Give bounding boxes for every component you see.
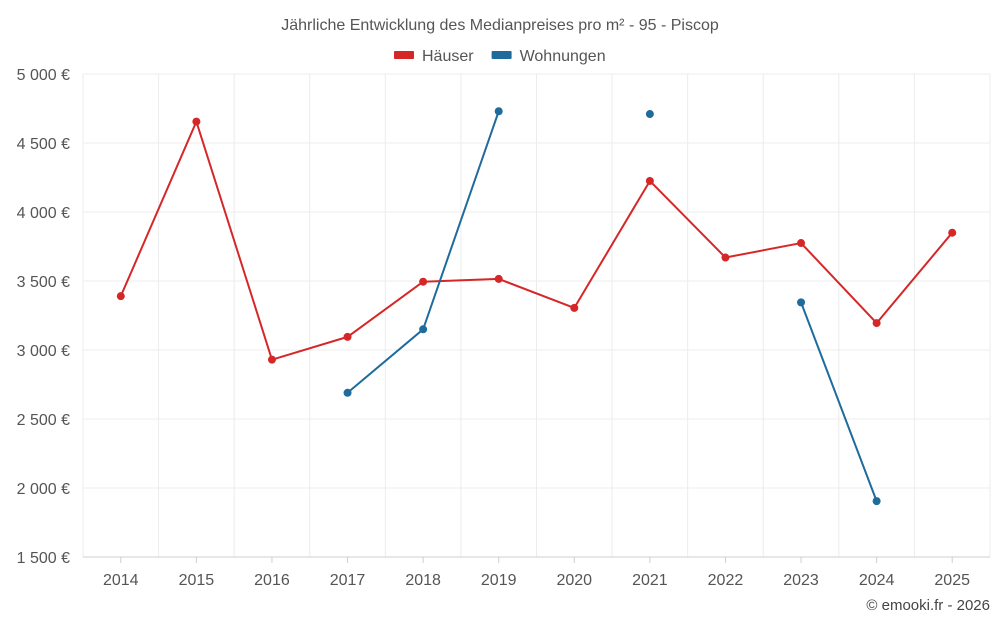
y-tick-label: 2 500 € — [17, 412, 70, 429]
data-point[interactable] — [494, 107, 503, 116]
x-tick-label: 2023 — [783, 572, 819, 589]
legend: Häuser Wohnungen — [394, 48, 606, 65]
data-point[interactable] — [494, 274, 503, 283]
x-tick-label: 2017 — [330, 572, 366, 589]
series-wohnungen — [343, 107, 881, 506]
series-line — [800, 302, 878, 502]
data-point[interactable] — [872, 497, 881, 506]
x-tick-label: 2021 — [632, 572, 668, 589]
credit-text: © emooki.fr - 2026 — [866, 597, 990, 614]
data-point[interactable] — [872, 319, 881, 328]
data-point[interactable] — [721, 253, 730, 262]
y-tick-label: 4 000 € — [17, 205, 70, 222]
series-line — [346, 110, 500, 394]
data-point[interactable] — [192, 117, 201, 126]
legend-item-wohnungen[interactable]: Wohnungen — [491, 48, 606, 65]
x-tick-label: 2018 — [405, 572, 441, 589]
y-tick-label: 2 000 € — [17, 481, 70, 498]
y-axis-ticks: 1 500 € 2 000 € 2 500 € 3 000 € 3 500 € 4 000… — [17, 67, 70, 567]
y-tick-label: 3 000 € — [17, 343, 70, 360]
y-tick-label: 3 500 € — [17, 274, 70, 291]
data-point[interactable] — [419, 277, 428, 286]
grid-lines — [82, 73, 991, 558]
legend-label: Häuser — [422, 48, 474, 65]
data-point[interactable] — [645, 110, 654, 119]
x-tick-label: 2024 — [859, 572, 895, 589]
x-axis-ticks: 2014 2015 2016 2017 2018 2019 2020 2021 2022 2023… — [103, 557, 970, 589]
y-tick-label: 4 500 € — [17, 136, 70, 153]
x-tick-label: 2022 — [708, 572, 744, 589]
data-point[interactable] — [267, 355, 276, 364]
x-tick-label: 2014 — [103, 572, 139, 589]
data-point[interactable] — [570, 303, 579, 312]
data-point[interactable] — [948, 228, 957, 237]
data-point[interactable] — [419, 325, 428, 334]
legend-item-häuser[interactable]: Häuser — [394, 48, 474, 65]
y-tick-label: 1 500 € — [17, 550, 70, 567]
y-tick-label: 5 000 € — [17, 67, 70, 84]
legend-swatch — [394, 51, 414, 59]
data-point[interactable] — [343, 388, 352, 397]
x-tick-label: 2015 — [179, 572, 215, 589]
chart-title: Jährliche Entwicklung des Medianpreises … — [281, 17, 719, 34]
series-layer — [116, 107, 957, 506]
data-point[interactable] — [797, 298, 806, 307]
x-tick-label: 2019 — [481, 572, 517, 589]
data-point[interactable] — [343, 332, 352, 341]
x-tick-label: 2020 — [556, 572, 592, 589]
series-häuser — [116, 117, 957, 364]
x-tick-label: 2025 — [934, 572, 970, 589]
legend-label: Wohnungen — [520, 48, 606, 65]
data-point[interactable] — [797, 239, 806, 248]
data-point[interactable] — [645, 176, 654, 185]
legend-swatch — [491, 51, 512, 59]
series-line — [119, 120, 953, 361]
data-point[interactable] — [116, 292, 125, 301]
x-tick-label: 2016 — [254, 572, 290, 589]
